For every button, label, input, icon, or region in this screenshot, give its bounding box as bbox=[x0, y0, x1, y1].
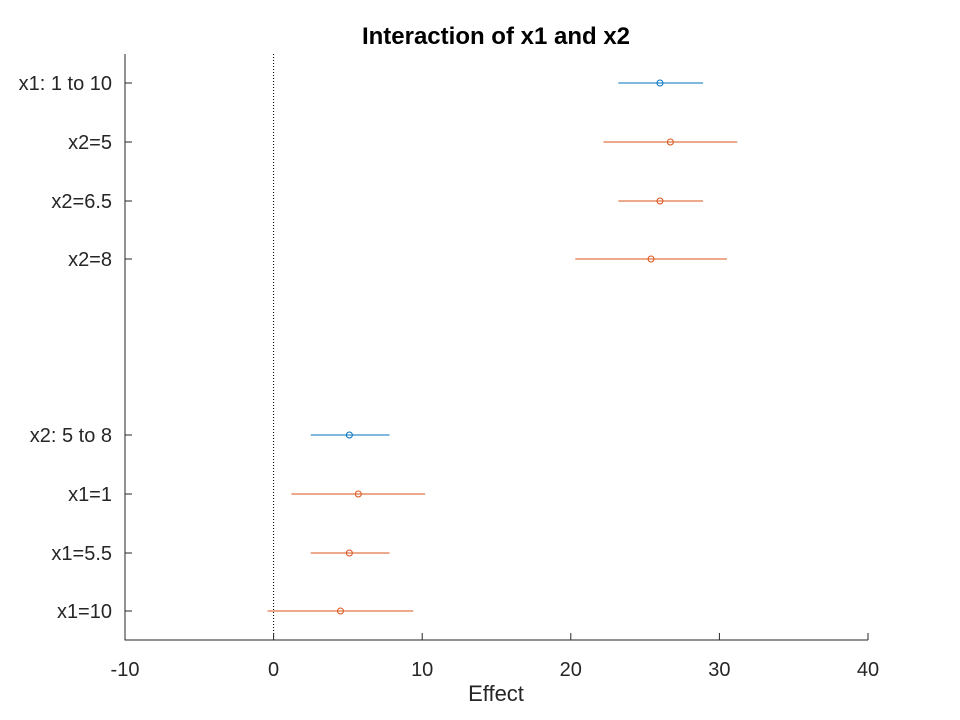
point-estimate bbox=[336, 607, 344, 615]
y-tick-label: x2=6.5 bbox=[51, 191, 112, 213]
point-estimate bbox=[345, 431, 353, 439]
point-estimate bbox=[666, 138, 674, 146]
x-axis-ticks: -10 0 10 20 30 40 bbox=[111, 633, 879, 681]
y-tick-label: x2=8 bbox=[68, 249, 112, 271]
x-tick-label: 20 bbox=[560, 659, 582, 681]
y-tick-label: x1=5.5 bbox=[51, 543, 112, 565]
point-estimate bbox=[354, 490, 362, 498]
point-estimate bbox=[345, 549, 353, 557]
x-tick-label: 0 bbox=[268, 659, 279, 681]
x-axis-label: Effect bbox=[468, 681, 524, 706]
y-axis-labels: x1: 1 to 10 x2=5 x2=6.5 x2=8 x2: 5 to 8 x1=1 x… bbox=[19, 73, 132, 623]
y-tick-label: x2: 5 to 8 bbox=[30, 425, 112, 447]
x-tick-label: 10 bbox=[411, 659, 433, 681]
chart-title: Interaction of x1 and x2 bbox=[362, 23, 630, 50]
data-marks bbox=[267, 79, 738, 615]
point-estimate bbox=[647, 255, 655, 263]
point-estimate bbox=[656, 197, 664, 205]
axes bbox=[124, 54, 868, 641]
x-tick-label: 30 bbox=[708, 659, 730, 681]
x-tick-label: 40 bbox=[857, 659, 879, 681]
y-tick-label: x1=1 bbox=[68, 484, 112, 506]
y-tick-label: x1: 1 to 10 bbox=[19, 73, 112, 95]
point-estimate bbox=[656, 79, 664, 87]
y-tick-label: x2=5 bbox=[68, 132, 112, 154]
x-tick-label: -10 bbox=[111, 659, 140, 681]
y-tick-label: x1=10 bbox=[57, 601, 112, 623]
